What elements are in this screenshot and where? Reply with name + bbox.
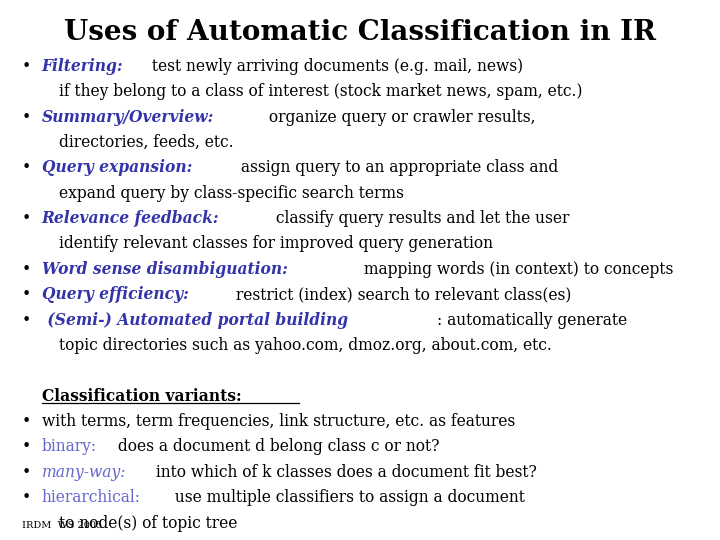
- Text: does a document d belong class c or not?: does a document d belong class c or not?: [113, 438, 439, 455]
- Text: assign query to an appropriate class and: assign query to an appropriate class and: [235, 159, 558, 176]
- Text: Relevance feedback:: Relevance feedback:: [42, 210, 220, 227]
- Text: test newly arriving documents (e.g. mail, news): test newly arriving documents (e.g. mail…: [147, 58, 523, 75]
- Text: classify query results and let the user: classify query results and let the user: [271, 210, 570, 227]
- Text: Word sense disambiguation:: Word sense disambiguation:: [42, 261, 287, 278]
- Text: •: •: [22, 438, 31, 455]
- Text: with terms, term frequencies, link structure, etc. as features: with terms, term frequencies, link struc…: [42, 413, 515, 430]
- Text: mapping words (in context) to concepts: mapping words (in context) to concepts: [359, 261, 673, 278]
- Text: hierarchical:: hierarchical:: [42, 489, 141, 506]
- Text: : automatically generate: : automatically generate: [437, 312, 627, 328]
- Text: expand query by class-specific search terms: expand query by class-specific search te…: [59, 185, 404, 201]
- Text: •: •: [22, 109, 31, 125]
- Text: to node(s) of topic tree: to node(s) of topic tree: [59, 515, 238, 531]
- Text: •: •: [22, 489, 31, 506]
- Text: directories, feeds, etc.: directories, feeds, etc.: [59, 134, 234, 151]
- Text: •: •: [22, 413, 31, 430]
- Text: identify relevant classes for improved query generation: identify relevant classes for improved q…: [59, 235, 493, 252]
- Text: into which of k classes does a document fit best?: into which of k classes does a document …: [150, 464, 536, 481]
- Text: Summary/Overview:: Summary/Overview:: [42, 109, 214, 125]
- Text: if they belong to a class of interest (stock market news, spam, etc.): if they belong to a class of interest (s…: [59, 83, 582, 100]
- Text: Query efficiency:: Query efficiency:: [42, 286, 189, 303]
- Text: Uses of Automatic Classification in IR: Uses of Automatic Classification in IR: [64, 19, 656, 46]
- Text: use multiple classifiers to assign a document: use multiple classifiers to assign a doc…: [169, 489, 524, 506]
- Text: binary:: binary:: [42, 438, 97, 455]
- Text: •: •: [22, 159, 31, 176]
- Text: •: •: [22, 286, 31, 303]
- Text: •: •: [22, 312, 31, 328]
- Text: (Semi-) Automated portal building: (Semi-) Automated portal building: [42, 312, 348, 328]
- Text: Filtering:: Filtering:: [42, 58, 123, 75]
- Text: IRDM  WS 2005: IRDM WS 2005: [22, 521, 102, 530]
- Text: many-way:: many-way:: [42, 464, 126, 481]
- Text: •: •: [22, 58, 31, 75]
- Text: topic directories such as yahoo.com, dmoz.org, about.com, etc.: topic directories such as yahoo.com, dmo…: [59, 337, 552, 354]
- Text: •: •: [22, 464, 31, 481]
- Text: •: •: [22, 261, 31, 278]
- Text: Query expansion:: Query expansion:: [42, 159, 192, 176]
- Text: organize query or crawler results,: organize query or crawler results,: [264, 109, 536, 125]
- Text: Classification variants:: Classification variants:: [42, 388, 241, 404]
- Text: •: •: [22, 210, 31, 227]
- Text: restrict (index) search to relevant class(es): restrict (index) search to relevant clas…: [231, 286, 572, 303]
